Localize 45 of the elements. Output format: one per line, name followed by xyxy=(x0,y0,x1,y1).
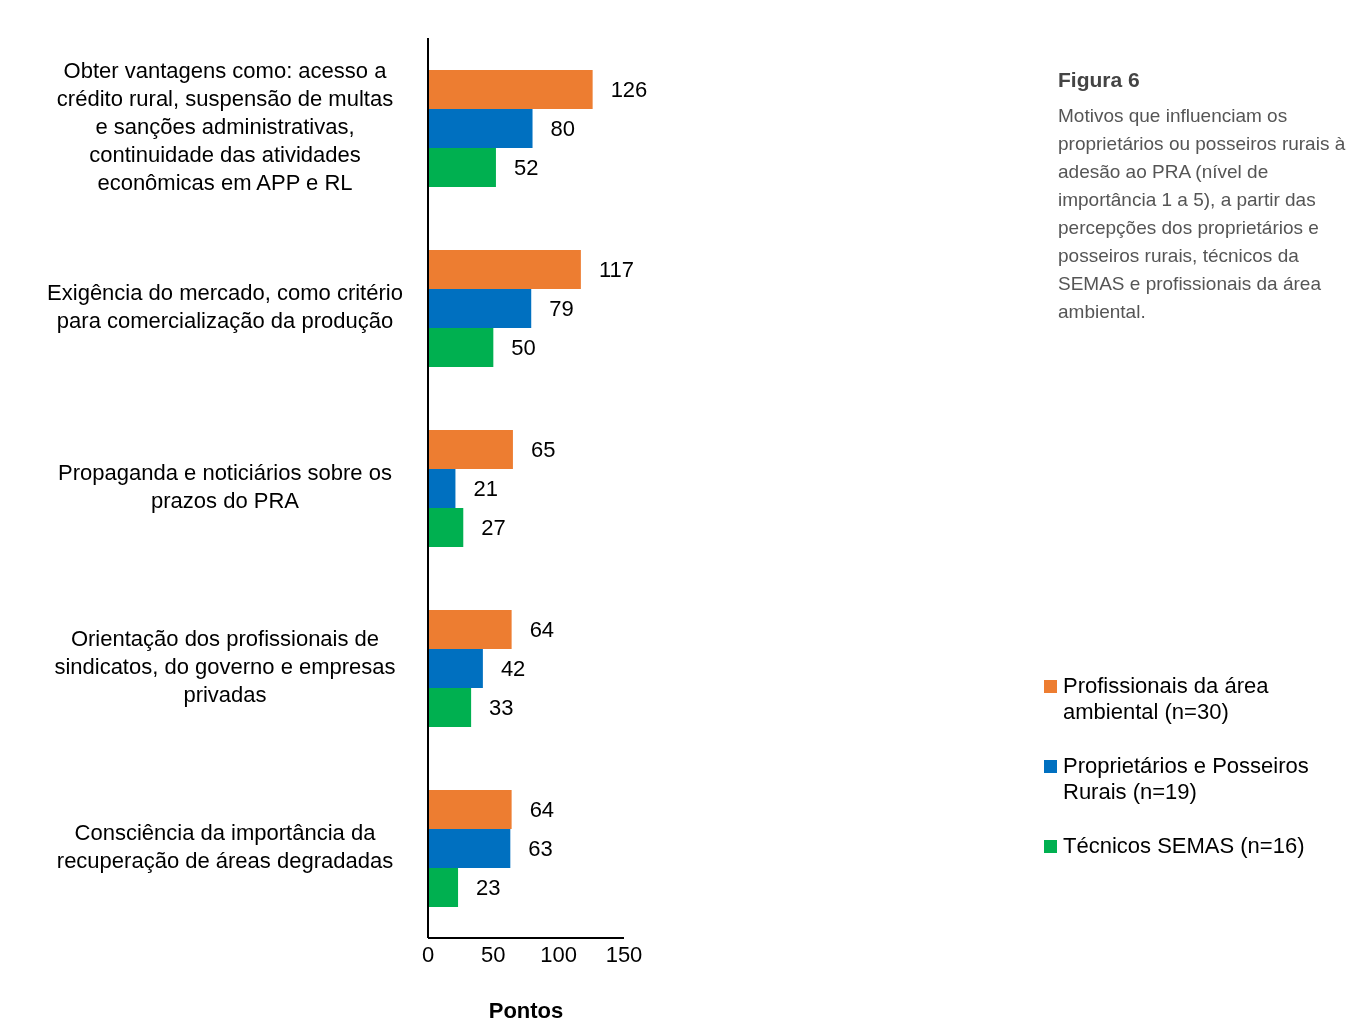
data-label: 80 xyxy=(550,116,576,142)
data-label: 63 xyxy=(528,836,553,862)
data-label: 79 xyxy=(549,296,574,322)
bar xyxy=(428,328,494,367)
data-label: 50 xyxy=(511,335,536,361)
data-label: 117 xyxy=(598,257,634,283)
bar xyxy=(428,868,459,907)
x-tick-label: 150 xyxy=(605,941,643,967)
bar xyxy=(428,790,512,829)
data-label: 126 xyxy=(610,77,648,103)
data-label: 52 xyxy=(513,155,539,181)
bar xyxy=(428,469,456,508)
legend-label: Proprietários e Posseiros Rurais (n=19) xyxy=(1063,753,1310,805)
x-tick-label: 50 xyxy=(481,941,506,967)
data-label: 42 xyxy=(500,656,526,682)
data-label: 33 xyxy=(489,695,514,721)
bar xyxy=(428,250,581,289)
x-axis-title: Pontos xyxy=(488,998,564,1023)
y-tick-label: Obter vantagens como: acesso a crédito rural, suspensão de multas e sanções administrativas, continuidade das atividades econômicas em APP e RL xyxy=(56,57,394,195)
data-label: 64 xyxy=(529,617,555,643)
x-tick-label: 100 xyxy=(540,941,578,967)
y-tick-label: Orientação dos profissionais de sindicatos, do governo e empresas privadas xyxy=(54,625,396,707)
bar xyxy=(428,829,511,868)
y-tick-label: Propaganda e noticiários sobre os prazos do PRA xyxy=(58,459,392,513)
bar xyxy=(428,610,512,649)
text: Figura 6 xyxy=(1058,68,1141,92)
data-label: 21 xyxy=(473,476,498,502)
bar xyxy=(428,289,532,328)
x-tick-label: 0 xyxy=(421,941,435,967)
bar xyxy=(428,70,593,109)
data-label: 23 xyxy=(476,875,501,901)
y-tick-label: Exigência do mercado, como critério para comercialização da produção xyxy=(47,279,403,333)
bar xyxy=(428,109,533,148)
legend-label: Profissionais da área ambiental (n=30) xyxy=(1063,673,1270,725)
bar xyxy=(428,508,464,547)
bar xyxy=(428,688,472,727)
text: Motivos que influenciam os proprietários ou posseiros rurais à adesão ao PRA (nível de importância 1 a 5), a partir das percepções dos proprietários e posseiros rurais, técnicos da SEMAS e profissionais da área ambiental. xyxy=(1058,104,1347,324)
data-label: 64 xyxy=(529,797,555,823)
bar xyxy=(428,430,513,469)
y-tick-label: Consciência da importância da recuperação de áreas degradadas xyxy=(56,819,394,873)
legend-label: Técnicos SEMAS (n=16) xyxy=(1063,833,1305,859)
data-label: 65 xyxy=(530,437,556,463)
bar xyxy=(428,649,483,688)
bar xyxy=(428,148,496,187)
data-label: 27 xyxy=(481,515,506,541)
